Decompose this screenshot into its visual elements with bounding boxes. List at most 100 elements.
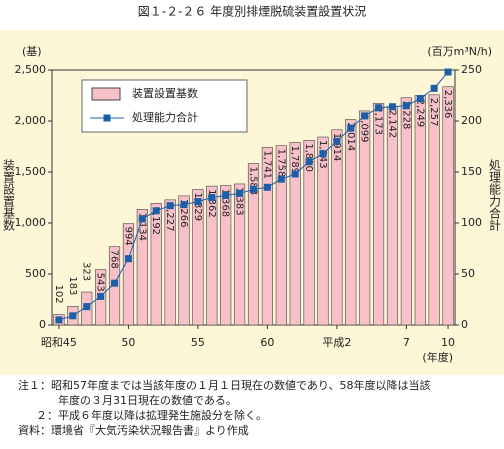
- marker: [402, 102, 410, 110]
- bar: [206, 185, 218, 326]
- marker: [208, 194, 216, 201]
- bar: [414, 95, 426, 326]
- marker: [347, 124, 355, 132]
- value-label: 2,173: [373, 106, 384, 135]
- bar: [275, 145, 287, 326]
- marker: [83, 303, 91, 311]
- value-label: 1,914: [331, 133, 342, 162]
- y-tick-label: 1,000: [15, 216, 47, 229]
- bar: [247, 163, 260, 326]
- x-tick-label: 10: [441, 336, 455, 349]
- value-label: 2,099: [359, 114, 370, 143]
- legend-swatch: [91, 87, 121, 101]
- marker: [333, 137, 341, 145]
- value-label: 2,249: [414, 99, 425, 128]
- x-tick-label: 平成2: [322, 336, 351, 349]
- value-label: 1,383: [234, 187, 245, 216]
- bar: [234, 183, 246, 326]
- bar: [400, 97, 412, 326]
- y2-tick-label: 50: [461, 267, 475, 280]
- marker: [69, 312, 77, 320]
- legend-marker: [103, 114, 111, 122]
- marker: [291, 170, 299, 178]
- marker: [180, 201, 188, 209]
- y2-axis-title: 処理能力合計: [488, 159, 502, 231]
- value-label: 2,014: [345, 123, 356, 152]
- value-label: 1,583: [248, 167, 259, 196]
- legend-label: 処理能力合計: [132, 110, 198, 124]
- value-label: 1,368: [220, 188, 231, 217]
- value-label: 1,362: [206, 189, 217, 218]
- y2-tick-label: 200: [461, 114, 482, 127]
- value-label: 543: [95, 273, 106, 292]
- value-label: 183: [67, 276, 78, 295]
- marker: [277, 175, 285, 183]
- marker: [97, 292, 105, 300]
- legend-label: 装置設置基数: [132, 86, 198, 100]
- bar: [178, 195, 190, 326]
- y-tick-label: 2,500: [15, 63, 47, 76]
- value-label: 1,227: [164, 203, 175, 232]
- marker: [194, 198, 202, 206]
- value-label: 102: [53, 285, 64, 304]
- x-tick-label: 7: [403, 336, 410, 349]
- y-tick-label: 500: [25, 267, 46, 280]
- y2-tick-label: 150: [461, 165, 482, 178]
- y-tick-label: 0: [39, 318, 46, 331]
- y2-tick-label: 0: [461, 318, 468, 331]
- marker: [152, 207, 160, 215]
- value-label: 768: [109, 250, 120, 269]
- bar: [164, 199, 176, 326]
- bar: [386, 106, 399, 326]
- y2-tick-label: 100: [461, 216, 482, 229]
- marker: [111, 279, 119, 287]
- bar: [428, 94, 440, 326]
- x-tick-label: 60: [260, 336, 274, 349]
- bar: [442, 86, 454, 326]
- value-label: 1,329: [192, 192, 203, 221]
- marker: [236, 189, 244, 197]
- y-tick-label: 2,000: [15, 114, 47, 127]
- bar: [359, 110, 371, 326]
- note: 注１：昭和57年度までは当該年度の１月１日現在の数値であり、58年度以降は当該: [18, 378, 430, 392]
- marker: [305, 158, 313, 166]
- bar: [317, 136, 329, 326]
- value-label: 994: [122, 227, 133, 246]
- note: 年度の３月31日現在の数値である。: [58, 393, 237, 407]
- value-label: 323: [81, 262, 92, 281]
- value-label: 1,192: [150, 206, 161, 235]
- bar: [136, 209, 148, 326]
- marker: [124, 255, 132, 263]
- marker: [444, 68, 452, 76]
- marker: [263, 183, 271, 191]
- value-label: 2,257: [428, 98, 439, 127]
- marker: [319, 150, 327, 158]
- value-label: 2,336: [442, 90, 453, 119]
- bar: [150, 203, 162, 326]
- y-axis-title: 装置設置基数: [2, 159, 16, 232]
- x-unit: (年度): [422, 350, 453, 364]
- marker: [250, 185, 257, 193]
- marker: [361, 112, 369, 120]
- marker: [430, 84, 438, 92]
- chart-title: 図１-２-２６ 年度別排煙脱硫装置設置状況: [138, 4, 366, 19]
- x-tick-label: 55: [191, 336, 205, 349]
- value-label: 2,228: [400, 101, 411, 130]
- bar: [372, 103, 385, 326]
- marker: [416, 95, 424, 103]
- y-unit: (基): [22, 45, 42, 58]
- marker: [375, 104, 383, 112]
- y-tick-label: 1,500: [15, 165, 47, 178]
- marker: [388, 103, 396, 111]
- value-label: 1,810: [303, 143, 314, 172]
- x-tick-label: 昭和45: [41, 336, 77, 349]
- note: 資料：環境省『大気汚染状況報告書』より作成: [18, 423, 249, 437]
- marker: [55, 316, 63, 324]
- marker: [166, 202, 174, 210]
- bar: [289, 142, 301, 326]
- value-label: 1,266: [178, 199, 189, 228]
- bar: [220, 185, 232, 326]
- value-label: 1,134: [136, 212, 147, 241]
- bar: [345, 119, 357, 326]
